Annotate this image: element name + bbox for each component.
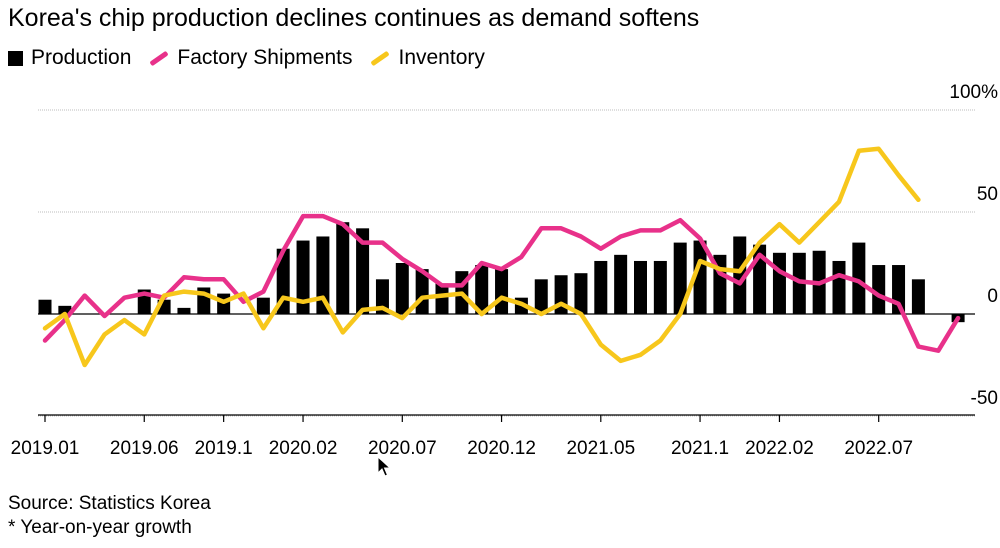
legend-item-factory-shipments: Factory Shipments <box>149 46 352 70</box>
x-tick-label: 2020.12 <box>467 438 536 459</box>
bar <box>852 242 866 314</box>
bar <box>594 260 608 314</box>
bar <box>495 269 509 314</box>
bar <box>395 263 409 314</box>
legend-label-inventory: Inventory <box>398 46 485 69</box>
legend-label-factory-shipments: Factory Shipments <box>177 46 353 69</box>
y-tick-label: -50 <box>971 388 998 409</box>
bar <box>673 242 687 314</box>
x-tick-label: 2020.02 <box>269 438 338 459</box>
bar <box>634 260 647 314</box>
mouse-cursor-icon <box>377 456 391 477</box>
bar <box>316 236 330 314</box>
bar <box>177 307 191 314</box>
legend-label-production: Production <box>31 46 132 69</box>
bar <box>614 254 628 314</box>
bar <box>693 240 707 314</box>
bar <box>534 279 548 314</box>
x-tick-label: 2019.1 <box>195 438 253 459</box>
source-note: Source: Statistics Korea <box>8 493 211 514</box>
legend: Production Factory Shipments Inventory <box>8 46 503 70</box>
bar <box>733 236 747 314</box>
x-tick-label: 2021.1 <box>671 438 729 459</box>
y-tick-label: 0 <box>987 286 998 307</box>
bar <box>574 273 588 314</box>
x-tick-label: 2022.02 <box>745 438 814 459</box>
bar <box>58 305 72 314</box>
bar <box>38 299 52 314</box>
bar <box>653 260 667 314</box>
bar <box>375 279 389 314</box>
bar <box>435 283 449 314</box>
legend-item-production: Production <box>8 46 131 70</box>
bar <box>475 265 489 314</box>
y-tick-label: 50 <box>977 184 998 205</box>
x-tick-label: 2021.05 <box>566 438 635 459</box>
series-line-inventory <box>42 146 921 368</box>
bar <box>832 260 846 314</box>
chart-title: Korea's chip production declines continu… <box>8 4 700 32</box>
x-tick-label: 2019.01 <box>11 438 80 459</box>
bar <box>256 297 270 314</box>
legend-swatch-production <box>8 50 23 66</box>
y-tick-label: 100% <box>949 82 998 103</box>
series-line-factory-shipments <box>42 213 961 353</box>
footnote: * Year-on-year growth <box>8 517 192 538</box>
bar <box>296 240 310 314</box>
bar <box>356 228 370 314</box>
x-tick-label: 2020.07 <box>368 438 437 459</box>
x-tick-label: 2019.06 <box>110 438 179 459</box>
bar <box>336 222 350 314</box>
bar <box>872 265 886 314</box>
bar <box>911 279 925 314</box>
bar <box>772 252 786 314</box>
legend-item-inventory: Inventory <box>370 46 485 70</box>
x-tick-label: 2022.07 <box>844 438 913 459</box>
